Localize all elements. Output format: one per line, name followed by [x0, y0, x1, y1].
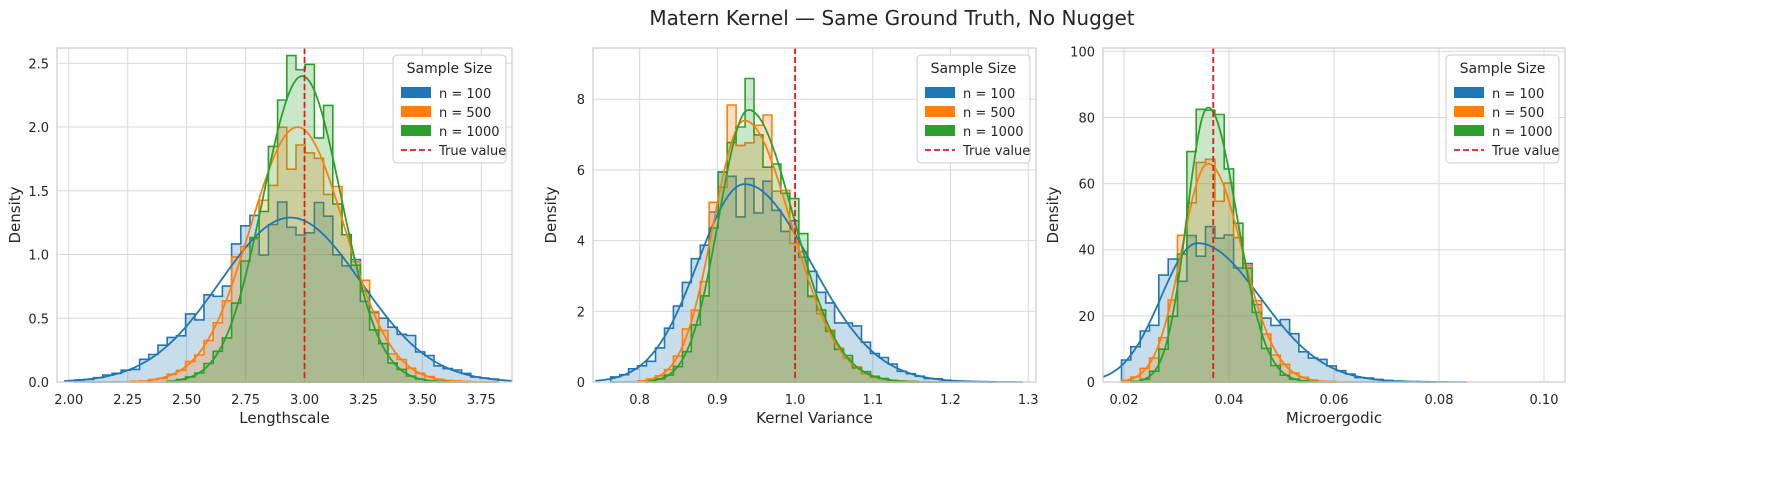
y-tick-label: 4: [577, 235, 585, 250]
panel-1: 2.00 2.25 2.50 2.75 3.00 3.25 3.50 3.75 0.0 0.5 1.…: [6, 47, 513, 427]
x-tick-label: 3.00: [290, 393, 319, 408]
legend-entry-label: n = 1000: [963, 125, 1023, 140]
x-tick-label: 2.50: [172, 393, 201, 408]
legend-swatch-3: [1454, 125, 1484, 136]
x-tick-label: 0.8: [629, 393, 650, 408]
kde-curve-3: [177, 75, 451, 383]
panel-3: 0.02 0.04 0.06 0.08 0.10 0 20 40 60 80 100 Microerg…: [1044, 45, 1566, 427]
y-tick-label: 2.5: [28, 57, 49, 72]
legend-swatch-2: [401, 106, 431, 117]
histogram-1: [74, 201, 500, 383]
legend-swatch-2: [925, 106, 955, 117]
y-tick-label: 0: [577, 376, 585, 391]
y-tick-label: 8: [577, 93, 585, 108]
legend-entry-label: n = 1000: [1492, 125, 1552, 140]
legend-swatch-2: [1454, 106, 1484, 117]
x-tick-label: 1.3: [1018, 393, 1039, 408]
y-tick-label: 40: [1078, 244, 1095, 259]
y-tick-label: 100: [1070, 45, 1095, 60]
legend-title: Sample Size: [1460, 61, 1546, 77]
x-axis-label: Kernel Variance: [756, 409, 873, 427]
legend-entry-label: n = 100: [1492, 87, 1544, 102]
x-tick-label: 0.06: [1320, 393, 1349, 408]
legend-entry-label: True value: [962, 144, 1030, 159]
legend: Sample Size n = 100 n = 500 n = 1000 True va…: [916, 54, 1031, 164]
x-tick-label: 0.08: [1425, 393, 1454, 408]
x-tick-label: 0.10: [1530, 393, 1559, 408]
kde-curve-3: [1140, 106, 1318, 383]
legend-entry-label: n = 500: [963, 106, 1015, 121]
kde-curve-3: [653, 108, 920, 383]
x-tick-label: 1.0: [785, 393, 806, 408]
plot-frame: [56, 47, 513, 383]
x-tick-label: 2.25: [113, 393, 142, 408]
panel-2: 0.8 0.9 1.0 1.1 1.2 1.3 0 2 4 6 8 Kernel Variance De…: [542, 47, 1039, 427]
y-tick-label: 0.5: [28, 312, 49, 327]
legend-entry-label: n = 100: [439, 87, 491, 102]
x-axis-label: Microergodic: [1286, 409, 1382, 427]
y-tick-label: 0: [1087, 376, 1095, 391]
legend: Sample Size n = 100 n = 500 n = 1000 True va…: [392, 54, 507, 164]
y-tick-label: 20: [1078, 310, 1095, 325]
x-tick-label: 2.00: [54, 393, 83, 408]
legend-swatch-3: [925, 125, 955, 136]
legend-entry-label: n = 100: [963, 87, 1015, 102]
kde-curve-1: [64, 216, 513, 382]
legend-title: Sample Size: [931, 61, 1017, 77]
y-axis-label: Density: [6, 186, 24, 243]
y-axis-label: Density: [542, 186, 560, 243]
y-tick-label: 2: [577, 305, 585, 320]
y-tick-label: 60: [1078, 178, 1095, 193]
plot-frame: [592, 47, 1037, 383]
x-tick-label: 3.75: [467, 393, 496, 408]
x-tick-label: 0.04: [1215, 393, 1244, 408]
y-tick-label: 6: [577, 164, 585, 179]
y-tick-label: 80: [1078, 111, 1095, 126]
legend-entry-label: True value: [1491, 144, 1559, 159]
figure-title: Matern Kernel — Same Ground Truth, No Nu…: [649, 6, 1135, 30]
legend: Sample Size n = 100 n = 500 n = 1000 True va…: [1445, 54, 1560, 164]
y-tick-label: 1.5: [28, 185, 49, 200]
kde-curve-2: [1123, 162, 1338, 383]
kde-curve-1: [1102, 242, 1437, 383]
legend-swatch-1: [401, 87, 431, 98]
legend-entry-label: True value: [438, 144, 506, 159]
x-tick-label: 1.2: [940, 393, 961, 408]
legend-title: Sample Size: [407, 61, 493, 77]
legend-swatch-1: [1454, 87, 1484, 98]
x-tick-label: 3.25: [349, 393, 378, 408]
y-tick-label: 1.0: [28, 249, 49, 264]
x-axis-label: Lengthscale: [239, 409, 329, 427]
x-tick-label: 3.50: [408, 393, 437, 408]
legend-entry-label: n = 1000: [439, 125, 499, 140]
plot-frame: [1102, 47, 1566, 383]
y-tick-label: 2.0: [28, 121, 49, 136]
kde-curve-1: [595, 183, 996, 383]
legend-entry-label: n = 500: [1492, 106, 1544, 121]
x-tick-label: 1.1: [862, 393, 883, 408]
kde-curve-2: [146, 126, 477, 383]
y-tick-label: 0.0: [28, 376, 49, 391]
legend-swatch-3: [401, 125, 431, 136]
y-axis-label: Density: [1044, 186, 1062, 243]
legend-swatch-1: [925, 87, 955, 98]
x-tick-label: 0.02: [1110, 393, 1139, 408]
x-tick-label: 2.75: [231, 393, 260, 408]
x-tick-label: 0.9: [707, 393, 728, 408]
legend-entry-label: n = 500: [439, 106, 491, 121]
